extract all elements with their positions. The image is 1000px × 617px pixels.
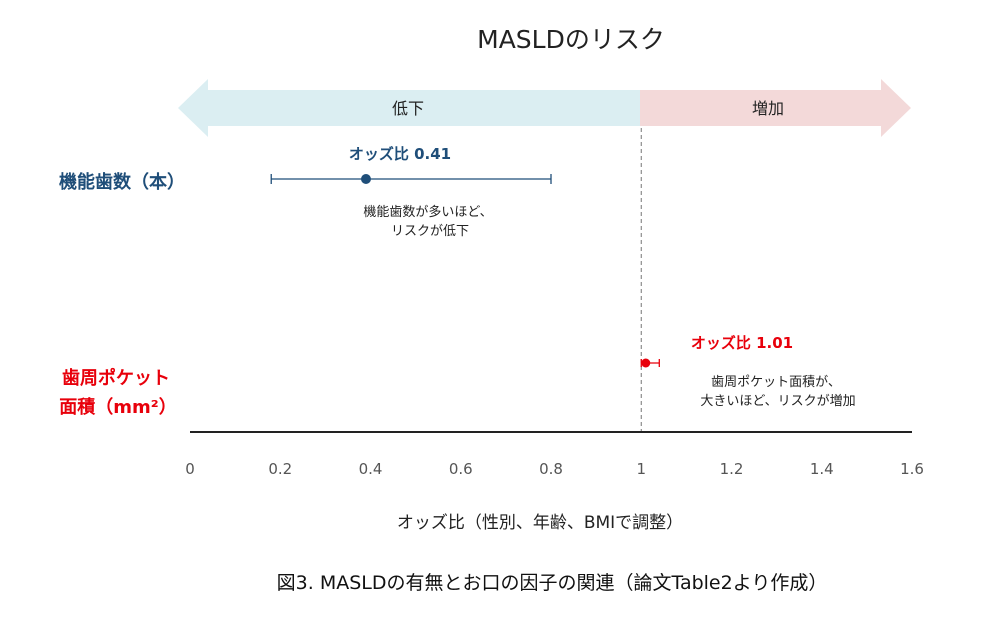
- odds-ratio-label-1: オッズ比 1.01: [691, 334, 793, 352]
- note-0-line2: リスクが低下: [391, 224, 469, 239]
- note-1-line2: 大きいほど、リスクが増加: [700, 394, 855, 409]
- x-tick-label-3: 0.6: [449, 460, 473, 478]
- x-tick-label-0: 0: [185, 460, 195, 478]
- note-1-line1: 歯周ポケット面積が、: [711, 375, 841, 390]
- x-tick-label-2: 0.4: [359, 460, 383, 478]
- figure-caption: 図3. MASLDの有無とお口の因子の関連（論文Table2より作成）: [277, 572, 828, 594]
- x-tick-label-1: 0.2: [268, 460, 292, 478]
- x-tick-label-8: 1.6: [900, 460, 924, 478]
- row-label-functional-teeth: 機能歯数（本）: [59, 171, 185, 193]
- note-0-line1: 機能歯数が多いほど、: [363, 204, 492, 220]
- increase-arrow-label: 増加: [752, 99, 784, 118]
- decrease-arrow-label: 低下: [392, 99, 424, 118]
- row-label-pocket-area-line2: 面積（mm²）: [59, 396, 176, 418]
- odds-ratio-label-0: オッズ比 0.41: [349, 145, 451, 163]
- x-axis-label: オッズ比（性別、年齢、BMIで調整）: [397, 513, 683, 533]
- increase-arrow: [640, 79, 911, 137]
- x-tick-label-4: 0.8: [539, 460, 563, 478]
- x-axis-ticks: 0 0.2 0.4 0.6 0.8 1 1.2 1.4 1.6: [185, 460, 924, 478]
- row-label-pocket-area-line1: 歯周ポケット: [62, 367, 170, 389]
- data-marks: [270, 174, 660, 368]
- x-tick-label-6: 1.2: [720, 460, 744, 478]
- chart-title: MASLDのリスク: [477, 25, 665, 54]
- odds-ratio-point-1: [641, 358, 651, 368]
- odds-ratio-point-0: [360, 174, 371, 184]
- decrease-arrow: [178, 79, 640, 137]
- x-tick-label-5: 1: [636, 460, 646, 478]
- x-tick-label-7: 1.4: [810, 460, 834, 478]
